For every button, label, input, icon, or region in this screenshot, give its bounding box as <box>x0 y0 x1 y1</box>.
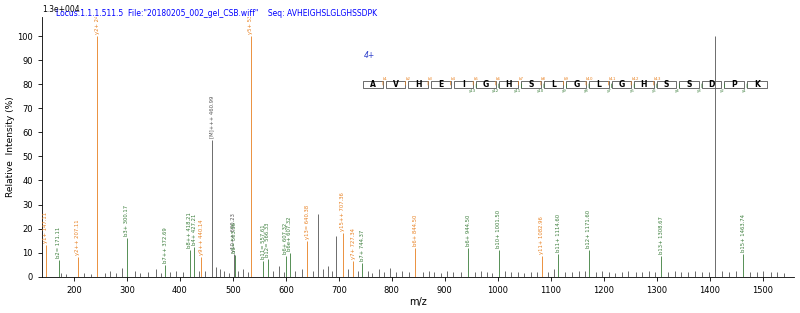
Text: b7+ 744.37: b7+ 744.37 <box>360 230 365 261</box>
Text: b5: b5 <box>473 77 478 81</box>
Text: G: G <box>573 80 579 89</box>
Text: y4: y4 <box>674 89 679 93</box>
Text: b11: b11 <box>609 77 616 81</box>
Text: b6+ 844.50: b6+ 844.50 <box>413 214 418 246</box>
Text: y3: y3 <box>697 89 702 93</box>
Text: b6+ 944.50: b6+ 944.50 <box>466 214 471 246</box>
Text: b11= 557.61: b11= 557.61 <box>261 224 266 259</box>
Text: y2: y2 <box>720 89 725 93</box>
Text: 4+: 4+ <box>364 51 375 59</box>
Text: y15++ 707.36: y15++ 707.36 <box>340 192 346 231</box>
Text: y7: y7 <box>607 89 612 93</box>
Text: b10: b10 <box>586 77 594 81</box>
Text: b6+ 607.32: b6+ 607.32 <box>283 223 289 254</box>
Text: b12+ 1171.60: b12+ 1171.60 <box>586 210 591 248</box>
Text: b10+ 1001.50: b10+ 1001.50 <box>496 210 501 248</box>
Text: b3: b3 <box>428 77 433 81</box>
Text: b12= 566.33: b12= 566.33 <box>266 222 270 257</box>
Text: y13= 640.38: y13= 640.38 <box>305 204 310 239</box>
Text: y2++ 207.11: y2++ 207.11 <box>75 220 80 255</box>
Text: b9: b9 <box>563 77 569 81</box>
Text: y10: y10 <box>537 89 544 93</box>
Text: I: I <box>462 80 465 89</box>
Text: D: D <box>709 80 715 89</box>
Text: b6= 503.36: b6= 503.36 <box>232 222 237 253</box>
Y-axis label: Relative  Intensity (%): Relative Intensity (%) <box>6 96 14 197</box>
Text: b7++ 372.69: b7++ 372.69 <box>163 227 168 263</box>
Text: S: S <box>686 80 692 89</box>
Text: b15+ 1463.74: b15+ 1463.74 <box>741 214 746 252</box>
Text: L: L <box>551 80 556 89</box>
Text: y2+ 244.11: y2+ 244.11 <box>94 3 100 34</box>
Text: b8: b8 <box>541 77 546 81</box>
Text: E: E <box>438 80 443 89</box>
Text: b7: b7 <box>518 77 523 81</box>
Text: K: K <box>754 80 760 89</box>
Text: y5+ 533.36: y5+ 533.36 <box>248 3 253 34</box>
Text: b3+ 300.17: b3+ 300.17 <box>125 205 130 236</box>
Text: y12: y12 <box>491 89 498 93</box>
Text: y10++ 600.23: y10++ 600.23 <box>231 213 236 252</box>
Text: H: H <box>415 80 422 89</box>
Text: b13+ 1308.67: b13+ 1308.67 <box>658 216 664 254</box>
Text: y7+ 727.34: y7+ 727.34 <box>350 228 356 259</box>
Text: b4+ 427.21: b4+ 427.21 <box>192 213 197 245</box>
Text: b2= 171.11: b2= 171.11 <box>56 227 61 258</box>
Text: y9: y9 <box>562 89 566 93</box>
Text: L: L <box>597 80 602 89</box>
Text: b11+ 1114.60: b11+ 1114.60 <box>556 214 561 252</box>
Text: b13: b13 <box>654 77 662 81</box>
Text: P: P <box>731 80 737 89</box>
Text: S: S <box>664 80 670 89</box>
Text: Locus:1.1.1.511.5  File:"20180205_002_gel_CSB.wiff"    Seq: AVHEIGHSLGLGHSSDPK: Locus:1.1.1.511.5 File:"20180205_002_gel… <box>56 9 377 18</box>
Text: y11+ 1082.96: y11+ 1082.96 <box>539 216 544 254</box>
Text: y6: y6 <box>630 89 634 93</box>
Text: b6e+ 607.32: b6e+ 607.32 <box>287 216 292 251</box>
Text: H: H <box>506 80 512 89</box>
Text: y13: y13 <box>469 89 476 93</box>
Text: y5: y5 <box>652 89 657 93</box>
Text: [M]+++ 460.99: [M]+++ 460.99 <box>210 95 214 138</box>
Text: V: V <box>393 80 398 89</box>
Text: y8: y8 <box>584 89 589 93</box>
Text: b1: b1 <box>383 77 388 81</box>
Text: b2: b2 <box>406 77 410 81</box>
Text: A: A <box>370 80 376 89</box>
Text: b6: b6 <box>496 77 501 81</box>
Text: G: G <box>618 80 625 89</box>
Text: G: G <box>483 80 489 89</box>
Text: 1.3e+004: 1.3e+004 <box>42 5 80 14</box>
Text: b12: b12 <box>631 77 638 81</box>
Text: b4: b4 <box>450 77 456 81</box>
Text: S: S <box>529 80 534 89</box>
Text: y9++ 440.14: y9++ 440.14 <box>198 220 204 255</box>
Text: y11: y11 <box>514 89 522 93</box>
X-axis label: m/z: m/z <box>410 297 427 307</box>
Text: H: H <box>641 80 647 89</box>
Text: y1: y1 <box>742 89 747 93</box>
Text: b8++ 418.21: b8++ 418.21 <box>187 213 192 248</box>
Text: y1+ 147.11: y1+ 147.11 <box>43 212 48 244</box>
